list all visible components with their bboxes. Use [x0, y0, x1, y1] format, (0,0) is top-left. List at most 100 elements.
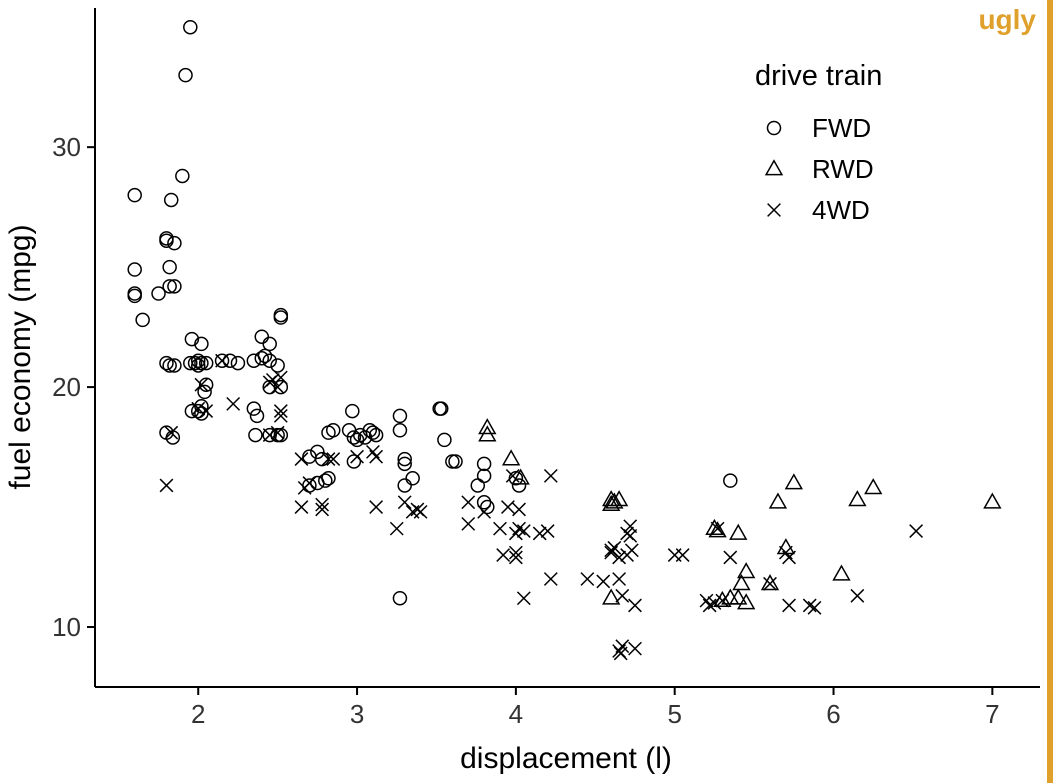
- point-4wd: [512, 502, 526, 517]
- point-fwd: [187, 355, 203, 371]
- point-4wd: [461, 495, 476, 510]
- point-fwd: [162, 358, 177, 373]
- point-fwd: [368, 427, 384, 443]
- point-4wd: [508, 545, 523, 560]
- style-badge: ugly: [978, 4, 1036, 35]
- point-rwd: [602, 588, 621, 605]
- point-4wd: [628, 641, 642, 656]
- point-fwd: [470, 478, 486, 493]
- point-fwd: [183, 355, 198, 371]
- legend-key-fwd: [766, 120, 782, 136]
- point-4wd: [532, 526, 547, 541]
- axes: 2 3 4 5 6 7 10 20 30: [52, 8, 1040, 729]
- point-4wd: [191, 401, 206, 416]
- legend-label: 4WD: [812, 195, 870, 225]
- point-fwd: [392, 423, 408, 438]
- point-fwd: [397, 451, 412, 467]
- point-fwd: [357, 430, 373, 445]
- point-fwd: [392, 408, 408, 424]
- point-fwd: [190, 358, 206, 373]
- point-fwd: [405, 471, 420, 486]
- y-axis-title: fuel economy (mpg): [4, 224, 37, 489]
- point-rwd: [732, 574, 751, 591]
- point-4wd: [461, 516, 476, 531]
- point-4wd: [909, 524, 924, 538]
- point-4wd: [623, 528, 638, 543]
- point-fwd: [480, 499, 495, 515]
- point-fwd: [445, 454, 460, 469]
- x-axis-title: displacement (l): [460, 742, 672, 775]
- point-4wd: [512, 521, 526, 536]
- point-4wd: [273, 370, 288, 385]
- point-4wd: [543, 572, 558, 586]
- legend: drive train FWD RWD 4WD: [755, 60, 882, 225]
- point-4wd: [369, 500, 384, 514]
- point-fwd: [151, 286, 166, 301]
- point-rwd: [737, 593, 756, 610]
- point-fwd: [167, 358, 182, 373]
- point-fwd: [222, 353, 238, 368]
- legend-item-rwd: RWD: [764, 154, 874, 184]
- series-fwd: [127, 19, 738, 606]
- point-4wd: [501, 500, 515, 514]
- point-rwd: [729, 588, 748, 605]
- point-4wd: [273, 408, 288, 423]
- point-rwd: [737, 562, 756, 579]
- point-fwd: [346, 454, 362, 469]
- point-4wd: [540, 524, 555, 538]
- point-rwd: [864, 478, 883, 495]
- point-4wd: [321, 452, 336, 466]
- y-tick-label: 20: [52, 372, 81, 402]
- point-4wd: [262, 428, 277, 442]
- point-fwd: [135, 312, 150, 328]
- point-4wd: [628, 598, 642, 613]
- point-4wd: [265, 372, 280, 387]
- point-fwd: [448, 454, 463, 469]
- point-fwd: [262, 379, 277, 395]
- point-rwd: [478, 418, 497, 435]
- legend-title: drive train: [755, 60, 882, 92]
- point-rwd: [602, 494, 621, 512]
- point-fwd: [159, 233, 174, 248]
- point-rwd: [784, 473, 803, 490]
- point-fwd: [159, 355, 174, 371]
- point-fwd: [127, 187, 142, 203]
- point-4wd: [763, 576, 777, 591]
- point-fwd: [476, 468, 492, 484]
- point-fwd: [345, 403, 360, 419]
- point-fwd: [257, 348, 273, 364]
- point-4wd: [270, 425, 285, 440]
- point-rwd: [983, 492, 1002, 509]
- point-4wd: [397, 495, 412, 510]
- point-fwd: [270, 358, 285, 373]
- point-4wd: [620, 548, 634, 562]
- point-fwd: [310, 444, 325, 460]
- point-4wd: [710, 521, 725, 536]
- point-fwd: [392, 590, 408, 606]
- y-tick-label: 10: [52, 612, 81, 642]
- point-4wd: [612, 572, 627, 586]
- x-tick-label: 3: [350, 699, 364, 729]
- point-4wd: [413, 504, 428, 519]
- point-fwd: [433, 401, 449, 416]
- point-fwd: [127, 262, 142, 277]
- point-fwd: [183, 19, 198, 35]
- point-4wd: [516, 524, 531, 538]
- point-rwd: [501, 449, 521, 466]
- point-fwd: [127, 288, 142, 304]
- point-4wd: [702, 598, 717, 613]
- point-4wd: [723, 550, 738, 565]
- point-fwd: [262, 353, 277, 368]
- point-fwd: [511, 478, 527, 493]
- point-4wd: [159, 478, 174, 493]
- series-4wd: [159, 353, 924, 661]
- point-fwd: [197, 384, 212, 400]
- point-rwd: [848, 490, 867, 507]
- legend-label: FWD: [812, 113, 871, 143]
- point-4wd: [782, 598, 796, 613]
- point-rwd: [760, 574, 780, 591]
- point-rwd: [832, 564, 851, 581]
- point-rwd: [729, 523, 748, 540]
- point-rwd: [708, 521, 727, 538]
- point-fwd: [184, 331, 200, 347]
